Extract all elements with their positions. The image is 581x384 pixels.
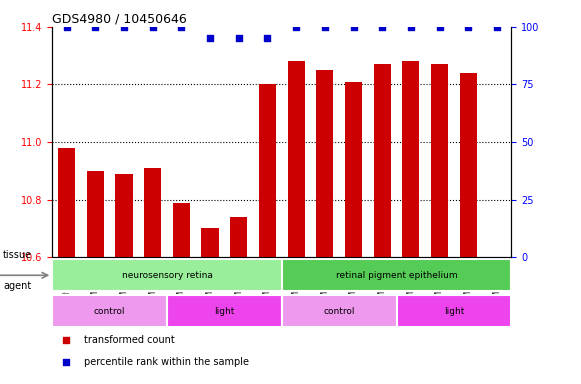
Text: tissue: tissue bbox=[3, 250, 32, 260]
Point bbox=[292, 24, 301, 30]
Point bbox=[435, 24, 444, 30]
Bar bbox=[173, 203, 190, 257]
Text: light: light bbox=[444, 307, 464, 316]
Point bbox=[234, 35, 243, 41]
Bar bbox=[488, 257, 505, 384]
Text: transformed count: transformed count bbox=[84, 335, 175, 345]
Text: GDS4980 / 10450646: GDS4980 / 10450646 bbox=[52, 13, 187, 26]
Bar bbox=[316, 70, 333, 257]
Point bbox=[263, 35, 272, 41]
Point bbox=[62, 24, 71, 30]
Point bbox=[206, 35, 215, 41]
FancyBboxPatch shape bbox=[397, 295, 511, 328]
Point bbox=[62, 337, 71, 343]
Point bbox=[320, 24, 329, 30]
Bar bbox=[230, 217, 248, 257]
FancyBboxPatch shape bbox=[167, 295, 282, 328]
Bar bbox=[374, 65, 391, 257]
FancyBboxPatch shape bbox=[52, 295, 167, 328]
Bar bbox=[202, 228, 218, 257]
Point bbox=[464, 24, 473, 30]
FancyBboxPatch shape bbox=[282, 259, 511, 291]
Bar bbox=[288, 61, 305, 257]
Text: neurosensory retina: neurosensory retina bbox=[121, 271, 213, 280]
Point bbox=[349, 24, 358, 30]
Text: percentile rank within the sample: percentile rank within the sample bbox=[84, 357, 249, 367]
Bar bbox=[431, 65, 448, 257]
Text: control: control bbox=[94, 307, 125, 316]
Bar bbox=[460, 73, 477, 257]
Point bbox=[119, 24, 128, 30]
Point bbox=[378, 24, 387, 30]
Text: control: control bbox=[324, 307, 355, 316]
FancyBboxPatch shape bbox=[52, 259, 282, 291]
Bar bbox=[345, 82, 362, 257]
Bar bbox=[116, 174, 132, 257]
Point bbox=[91, 24, 100, 30]
Text: light: light bbox=[214, 307, 235, 316]
Bar bbox=[58, 148, 76, 257]
Point bbox=[62, 359, 71, 365]
Text: retinal pigment epithelium: retinal pigment epithelium bbox=[336, 271, 457, 280]
Text: agent: agent bbox=[3, 281, 31, 291]
Bar bbox=[144, 168, 162, 257]
Point bbox=[492, 24, 501, 30]
Bar bbox=[259, 84, 276, 257]
Point bbox=[406, 24, 415, 30]
FancyBboxPatch shape bbox=[282, 295, 397, 328]
Bar bbox=[402, 61, 419, 257]
Point bbox=[148, 24, 157, 30]
Bar bbox=[87, 171, 104, 257]
Point bbox=[177, 24, 186, 30]
